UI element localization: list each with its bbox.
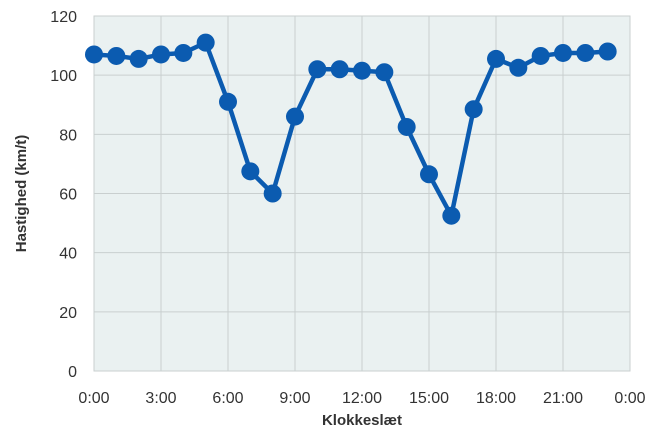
data-point (174, 43, 193, 62)
y-tick-label: 0 (68, 364, 77, 381)
data-point (442, 206, 461, 225)
data-point (219, 92, 237, 111)
data-point (420, 165, 438, 184)
y-tick-label: 60 (59, 187, 77, 204)
data-point (330, 60, 349, 79)
data-point (107, 46, 126, 65)
y-axis-ticks: 0 20 40 60 80 100 120 (50, 9, 77, 381)
y-tick-label: 20 (59, 305, 77, 322)
x-tick-label: 0:00 (78, 390, 109, 407)
y-tick-label: 100 (50, 68, 77, 85)
data-point (397, 117, 416, 136)
data-point (554, 43, 572, 62)
data-points (85, 33, 617, 225)
data-point (308, 60, 327, 79)
x-tick-label: 0:00 (614, 390, 645, 407)
x-axis-title: Klokkeslæt (322, 412, 402, 429)
data-point (464, 100, 483, 119)
data-point (375, 63, 394, 82)
data-point (576, 43, 595, 62)
data-point (286, 107, 304, 126)
gridlines (94, 15, 630, 372)
data-point (85, 45, 103, 64)
data-point (152, 45, 170, 64)
data-point (598, 42, 617, 61)
y-axis-title: Hastighed (km/t) (13, 135, 30, 253)
data-point (263, 184, 282, 203)
x-tick-label: 18:00 (476, 390, 516, 407)
y-tick-label: 80 (59, 127, 77, 144)
data-point (196, 33, 215, 52)
data-point (129, 49, 148, 68)
x-tick-label: 21:00 (543, 390, 583, 407)
x-tick-label: 15:00 (409, 390, 449, 407)
data-point (241, 162, 260, 181)
data-point (353, 61, 371, 80)
y-tick-label: 120 (50, 9, 77, 26)
x-tick-label: 3:00 (145, 390, 176, 407)
data-point (487, 49, 505, 68)
data-point (509, 58, 528, 77)
x-tick-label: 12:00 (342, 390, 382, 407)
x-tick-label: 6:00 (212, 390, 243, 407)
x-axis-ticks: 0:00 3:00 6:00 9:00 12:00 15:00 18:00 21:00 0:00 (78, 390, 645, 407)
data-point (531, 46, 550, 65)
y-tick-label: 40 (59, 246, 77, 263)
x-tick-label: 9:00 (279, 390, 310, 407)
